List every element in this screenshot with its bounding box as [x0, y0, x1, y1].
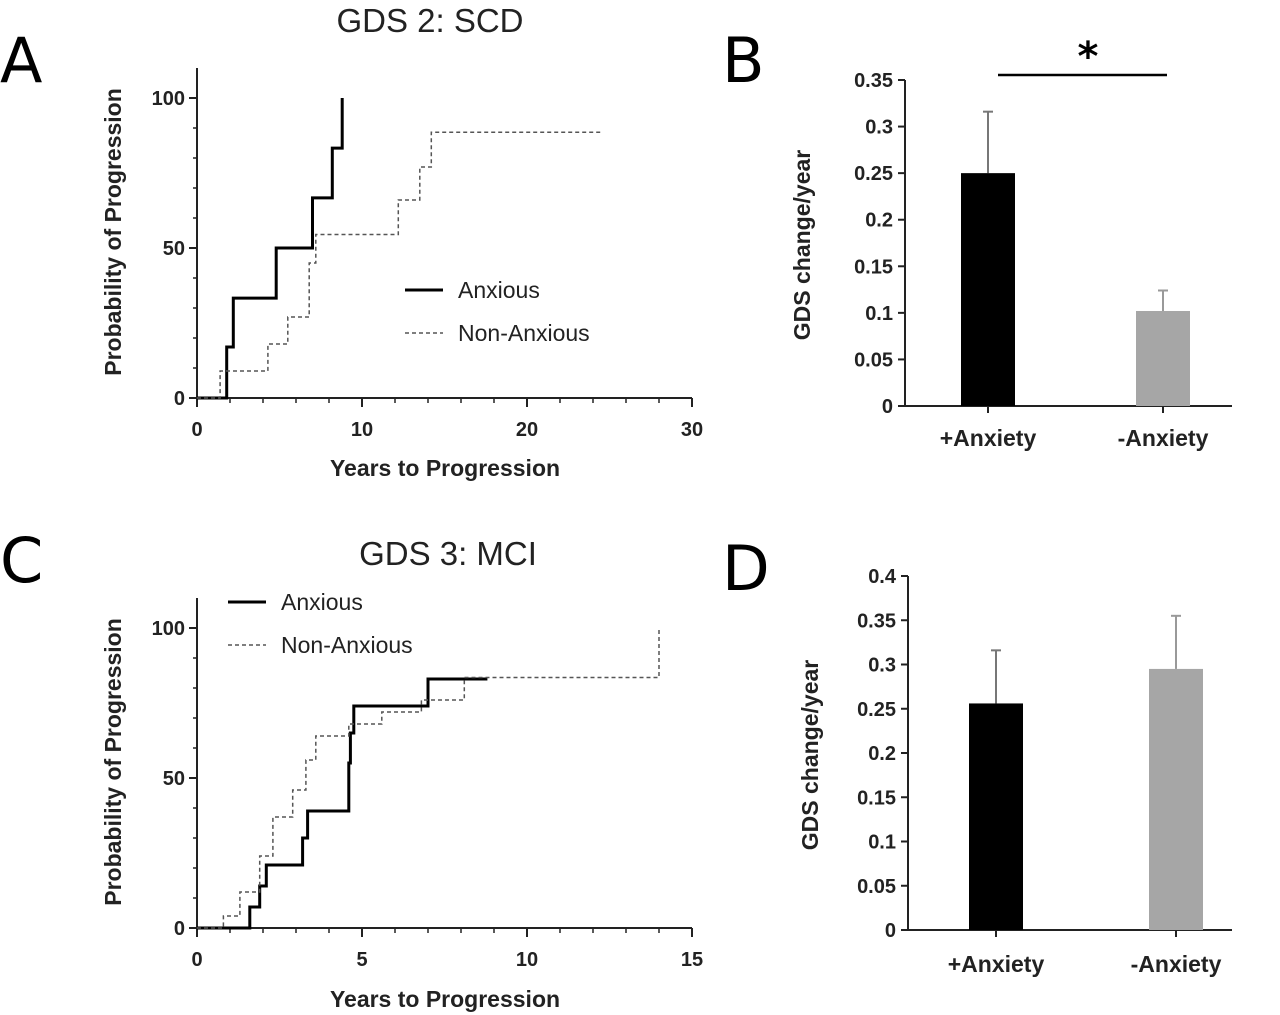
legend-label: Non-Anxious: [281, 632, 413, 658]
panel-letter-a: A: [0, 24, 42, 97]
x-tick-label: 10: [516, 949, 538, 971]
x-tick-label: 15: [681, 949, 703, 971]
y-tick-label: 0.1: [868, 832, 896, 854]
series-line-non-anxious: [197, 628, 660, 929]
legend-label: Anxious: [281, 589, 363, 615]
panel-a-ylabel: Probability of Progression: [100, 88, 126, 376]
x-tick-label: 0: [191, 419, 202, 441]
panel-a-legend: Anxious Non-Anxious: [405, 277, 590, 346]
bar-plus-anxiety: [961, 173, 1015, 406]
series-line-non-anxious: [197, 131, 602, 399]
panel-b: B 0 0.05 0.1 0.15 0.2 0.25 0.3 0.35 +Anxiety -An…: [722, 24, 1232, 451]
panel-d-bars: [969, 614, 1203, 930]
y-tick-label: 0.15: [854, 256, 893, 278]
panel-c-legend: Anxious Non-Anxious: [228, 589, 413, 658]
panel-c-yaxis: 0 50 100: [152, 598, 198, 940]
panel-c-xaxis: 0 5 10 15: [191, 927, 703, 971]
panel-b-xaxis: +Anxiety -Anxiety: [905, 405, 1232, 451]
series-line-anxious: [197, 677, 488, 930]
panel-b-significance: *: [998, 34, 1167, 80]
panel-d-xaxis: +Anxiety -Anxiety: [908, 929, 1232, 977]
panel-d-ylabel: GDS change/year: [797, 660, 823, 851]
y-tick-label: 0.35: [854, 70, 893, 92]
panel-letter-c: C: [0, 524, 43, 597]
legend-label: Anxious: [458, 277, 540, 303]
x-category-label: +Anxiety: [948, 951, 1045, 977]
panel-c-series: [197, 628, 660, 930]
x-tick-label: 10: [351, 419, 373, 441]
x-tick-label: 30: [681, 419, 703, 441]
y-tick-label: 100: [152, 618, 185, 640]
panel-c-xlabel: Years to Progression: [330, 986, 560, 1012]
panel-b-ylabel: GDS change/year: [789, 150, 815, 341]
panel-c: C GDS 3: MCI 0 50 100 0 5 10 15 Probability o…: [0, 524, 703, 1012]
panel-c-title: GDS 3: MCI: [359, 535, 537, 572]
x-category-label: -Anxiety: [1131, 951, 1222, 977]
y-tick-label: 100: [152, 88, 185, 110]
y-tick-label: 0.2: [865, 210, 893, 232]
panel-c-ylabel: Probability of Progression: [100, 618, 126, 906]
x-category-label: +Anxiety: [940, 425, 1037, 451]
panel-a: A GDS 2: SCD 0 50 100 0 10 20 30 Probability …: [0, 2, 703, 481]
y-tick-label: 0: [882, 396, 893, 418]
y-tick-label: 0.4: [868, 566, 897, 588]
y-tick-label: 0.2: [868, 743, 896, 765]
y-tick-label: 0.25: [857, 699, 896, 721]
y-tick-label: 0: [885, 920, 896, 942]
panel-b-bars: [961, 110, 1190, 406]
y-tick-label: 0.3: [865, 117, 893, 139]
bar-plus-anxiety: [969, 703, 1023, 930]
x-tick-label: 20: [516, 419, 538, 441]
y-tick-label: 0.25: [854, 163, 893, 185]
y-tick-label: 0.05: [857, 876, 896, 898]
bar-minus-anxiety: [1136, 310, 1190, 406]
panel-letter-d: D: [722, 532, 770, 605]
panel-b-yaxis: 0 0.05 0.1 0.15 0.2 0.25 0.3 0.35: [854, 70, 906, 418]
panel-d: D 0 0.05 0.1 0.15 0.2 0.25 0.3 0.35 0.4 +Anxiety…: [722, 532, 1232, 977]
x-tick-label: 5: [356, 949, 367, 971]
panel-letter-b: B: [722, 24, 765, 97]
panel-a-xaxis: 0 10 20 30: [191, 397, 703, 441]
y-tick-label: 0.15: [857, 787, 896, 809]
legend-label: Non-Anxious: [458, 320, 590, 346]
y-tick-label: 50: [163, 238, 185, 260]
significance-star: *: [1078, 34, 1099, 80]
panel-d-yaxis: 0 0.05 0.1 0.15 0.2 0.25 0.3 0.35 0.4: [857, 566, 909, 942]
panel-a-xlabel: Years to Progression: [330, 455, 560, 481]
y-tick-label: 0.05: [854, 349, 893, 371]
y-tick-label: 0: [174, 388, 185, 410]
panel-a-title: GDS 2: SCD: [336, 2, 523, 39]
y-tick-label: 50: [163, 768, 185, 790]
panel-a-series: [197, 98, 602, 400]
panel-a-yaxis: 0 50 100: [152, 68, 198, 410]
y-tick-label: 0.1: [865, 303, 893, 325]
x-category-label: -Anxiety: [1118, 425, 1209, 451]
y-tick-label: 0.35: [857, 610, 896, 632]
series-line-anxious: [197, 98, 344, 400]
y-tick-label: 0.3: [868, 655, 896, 677]
y-tick-label: 0: [174, 918, 185, 940]
x-tick-label: 0: [191, 949, 202, 971]
bar-minus-anxiety: [1149, 668, 1203, 930]
